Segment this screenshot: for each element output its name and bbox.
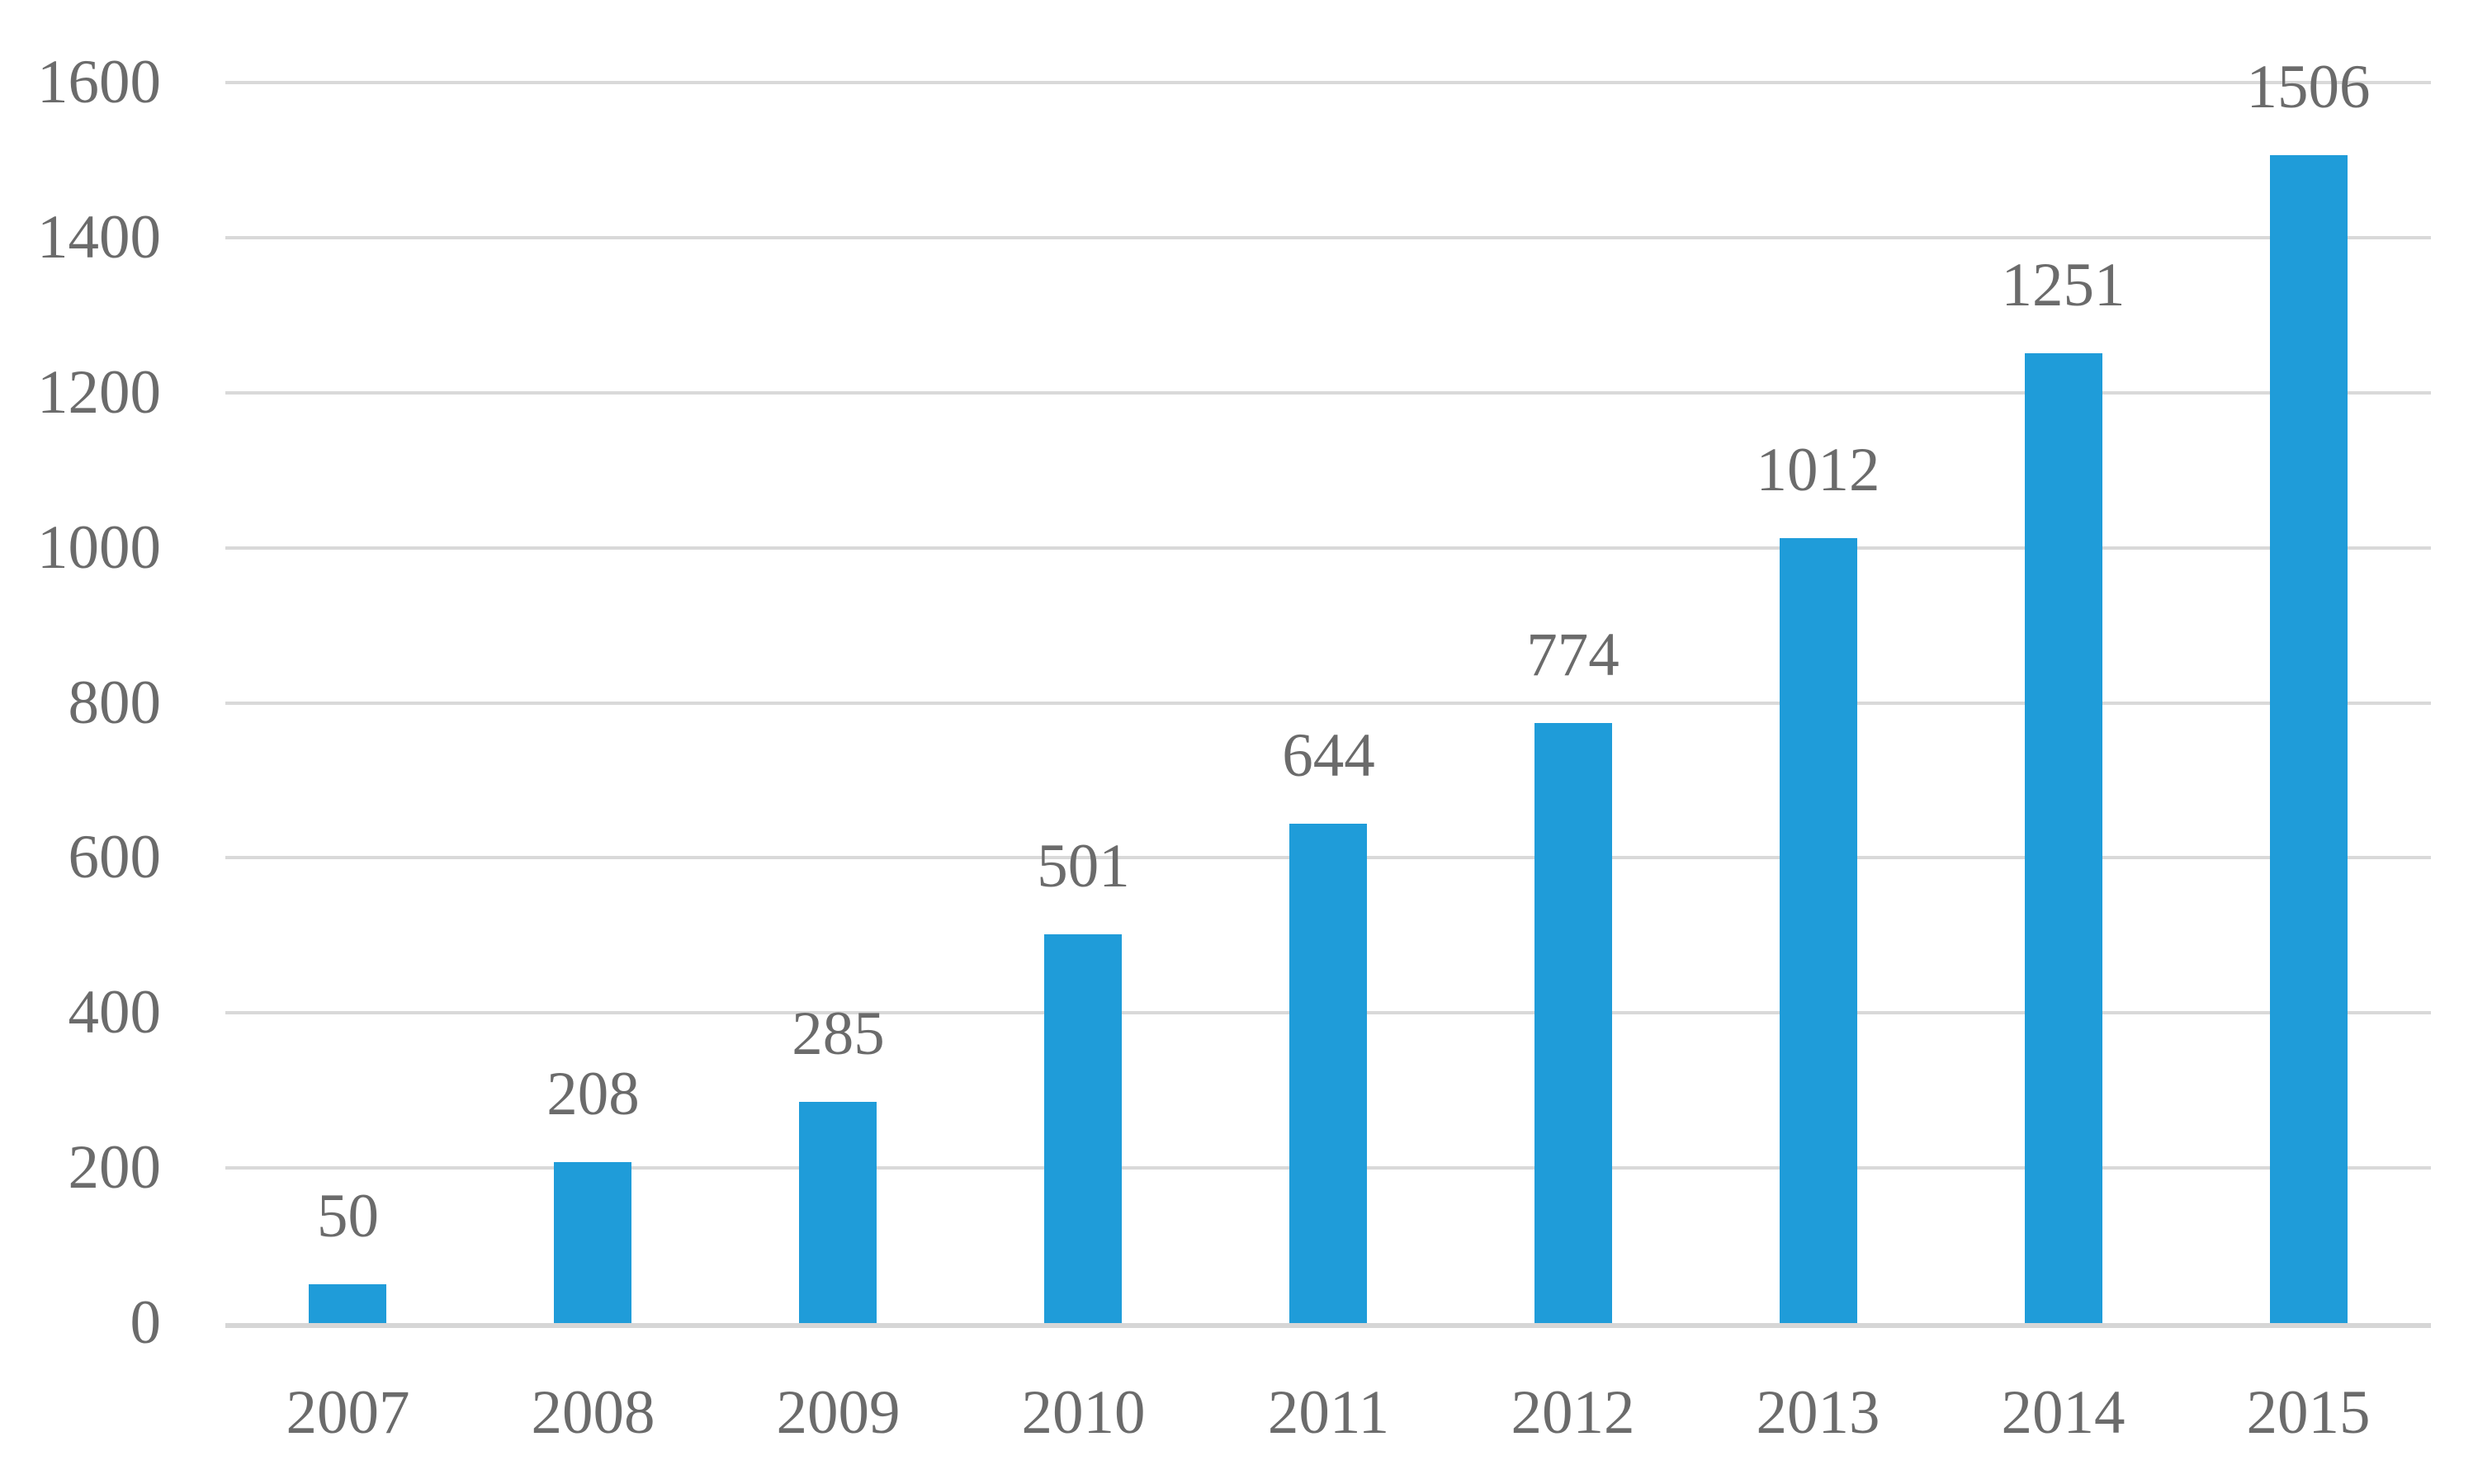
x-tick-label-2015: 2015	[2246, 1378, 2371, 1447]
data-label-2010: 501	[1037, 832, 1130, 900]
x-tick-label-2010: 2010	[1021, 1378, 1146, 1447]
y-tick-label-600: 600	[68, 823, 162, 892]
bar-2014	[2025, 353, 2102, 1323]
data-label-2015: 1506	[2246, 53, 2371, 121]
x-tick-label-2014: 2014	[2001, 1378, 2126, 1447]
data-label-2007: 50	[317, 1182, 379, 1250]
y-tick-label-400: 400	[68, 978, 162, 1047]
y-tick-label-1600: 1600	[37, 48, 161, 116]
bar-2015	[2270, 155, 2348, 1323]
x-tick-label-2009: 2009	[776, 1378, 901, 1447]
y-tick-label-1400: 1400	[37, 202, 161, 272]
bar-2011	[1289, 824, 1367, 1323]
x-tick-label-2012: 2012	[1511, 1378, 1635, 1447]
data-label-2013: 1012	[1756, 436, 1880, 504]
y-tick-label-1200: 1200	[37, 357, 161, 427]
gridline-1600	[225, 81, 2431, 84]
data-label-2009: 285	[792, 1000, 885, 1068]
bar-2007	[309, 1284, 386, 1323]
x-tick-label-2013: 2013	[1756, 1378, 1880, 1447]
gridline-1000	[225, 546, 2431, 550]
bar-2010	[1044, 934, 1122, 1323]
bar-2012	[1534, 723, 1612, 1323]
data-label-2012: 774	[1526, 621, 1620, 689]
x-tick-label-2007: 2007	[286, 1378, 410, 1447]
y-tick-label-200: 200	[68, 1133, 162, 1203]
y-tick-label-0: 0	[130, 1288, 162, 1357]
bar-2008	[554, 1162, 631, 1323]
y-tick-label-1000: 1000	[37, 513, 161, 582]
data-label-2011: 644	[1282, 721, 1375, 790]
x-tick-label-2008: 2008	[531, 1378, 655, 1447]
data-label-2014: 1251	[2001, 251, 2126, 319]
y-tick-label-800: 800	[68, 668, 162, 737]
gridline-800	[225, 701, 2431, 705]
x-axis-line	[225, 1323, 2431, 1328]
data-label-2008: 208	[546, 1060, 640, 1128]
x-tick-label-2011: 2011	[1267, 1378, 1390, 1447]
gridline-1200	[225, 390, 2431, 395]
gridline-1400	[225, 235, 2431, 239]
bar-2013	[1780, 538, 1857, 1323]
bar-2009	[799, 1102, 877, 1323]
